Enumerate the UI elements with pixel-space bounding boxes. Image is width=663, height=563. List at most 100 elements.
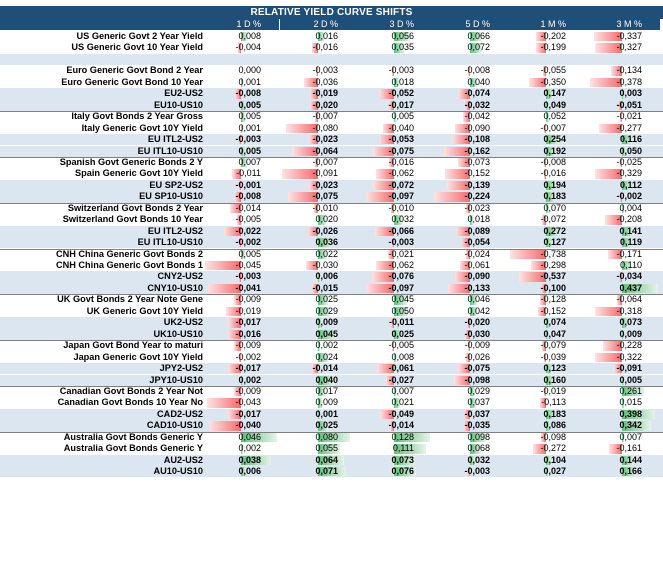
value-text: -0,019: [235, 305, 261, 316]
value-text: -0,075: [464, 363, 490, 374]
value-cell: 0,070: [508, 203, 584, 214]
value-text: 0,342: [619, 420, 642, 431]
value-text: -0,032: [464, 99, 490, 110]
value-cell: -0,023: [280, 180, 356, 191]
value-cell: 0,119: [584, 237, 660, 248]
value-cell: -0,007: [280, 157, 356, 168]
negative-data-bar: [378, 135, 394, 145]
bond-row: Spanish Govt Generic Bonds 2 Y 0,007 -0,00…: [0, 157, 663, 168]
negative-data-bar: [536, 32, 546, 42]
negative-data-bar: [617, 100, 622, 111]
positive-data-bar: [394, 329, 402, 340]
positive-data-bar: [622, 409, 656, 420]
negative-data-bar: [227, 409, 241, 420]
negative-data-bar: [311, 43, 318, 53]
positive-data-bar: [622, 329, 624, 340]
value-cell: 0,127: [508, 237, 584, 248]
row-label: EU10-US10: [153, 99, 203, 110]
positive-data-bar: [318, 341, 320, 351]
negative-data-bar: [308, 180, 318, 191]
value-cell: [280, 54, 356, 65]
negative-data-bar: [466, 203, 470, 214]
value-cell: -0,537: [508, 271, 584, 282]
negative-data-bar: [543, 66, 546, 76]
value-text: -0,040: [388, 122, 414, 133]
value-cell: -0,075: [356, 146, 432, 157]
value-text: -0,009: [235, 385, 261, 396]
value-text: -0,003: [312, 65, 338, 76]
value-cell: -0,128: [508, 294, 584, 305]
value-cell: -0,041: [203, 283, 279, 294]
row-label: EU ITL2-US2: [147, 225, 203, 236]
value-cell: 0,050: [584, 146, 660, 157]
value-cell: 0,025: [356, 329, 432, 340]
negative-data-bar: [590, 77, 622, 88]
positive-data-bar: [241, 249, 245, 259]
value-text: -0,228: [616, 340, 642, 351]
value-cell: 0,052: [508, 111, 584, 122]
value-cell: -0,003: [432, 466, 508, 477]
spread-row: EU ITL10-US10 -0,002 0,036 -0,003 -0,054 0,12…: [0, 237, 663, 249]
value-text: 0,007: [619, 431, 642, 442]
value-text: 0,007: [391, 385, 414, 396]
value-cell: 0,006: [280, 271, 356, 282]
value-text: 0,064: [315, 454, 338, 465]
value-text: 0,038: [238, 454, 261, 465]
value-cell: 0,192: [508, 146, 584, 157]
bond-row: Australia Govt Bonds Generic Y 0,002 0,055…: [0, 443, 663, 454]
value-cell: 0,000: [203, 65, 279, 76]
value-cell: -0,001: [203, 180, 279, 191]
value-text: -0,008: [235, 191, 261, 202]
value-cell: -0,161: [584, 443, 660, 454]
value-text: -0,074: [464, 88, 490, 99]
value-cell: 0,020: [280, 214, 356, 225]
group-divider: [0, 340, 663, 342]
negative-data-bar: [238, 135, 241, 145]
row-label: Switzerland Govt Bonds 2 Year: [67, 202, 203, 213]
value-text: -0,023: [312, 179, 338, 190]
positive-data-bar: [622, 146, 627, 156]
positive-data-bar: [318, 352, 328, 362]
value-text: 0,050: [391, 305, 414, 316]
value-cell: 0,086: [508, 420, 584, 431]
spread-row: EU2-US2 -0,008 -0,019 -0,052 -0,074 0,147 0,00…: [0, 88, 663, 100]
value-text: 0,046: [467, 294, 490, 305]
value-text: -0,055: [540, 65, 566, 76]
negative-data-bar: [225, 306, 241, 317]
value-text: 0,147: [543, 88, 566, 99]
value-text: 0,160: [543, 374, 566, 385]
value-cell: 0,261: [584, 386, 660, 397]
negative-data-bar: [455, 226, 470, 237]
negative-data-bar: [538, 306, 546, 317]
negative-data-bar: [465, 352, 470, 362]
value-text: 0,141: [619, 225, 642, 236]
value-text: -0,134: [616, 65, 642, 76]
row-label: US Generic Govt 2 Year Yield: [76, 31, 203, 41]
value-cell: -0,350: [508, 77, 584, 88]
value-cell: [432, 54, 508, 65]
value-cell: 0,032: [356, 214, 432, 225]
value-cell: -0,100: [508, 283, 584, 294]
value-text: -0,113: [541, 397, 566, 408]
row-label: CAD10-US10: [146, 420, 203, 431]
value-cell: 0,018: [432, 214, 508, 225]
negative-data-bar: [237, 215, 241, 225]
value-cell: 0,025: [280, 294, 356, 305]
positive-data-bar: [470, 295, 478, 305]
value-text: -0,005: [388, 340, 414, 351]
value-text: 0,000: [238, 65, 261, 76]
row-label: Italy Generic Govt 10Y Yield: [81, 122, 203, 133]
value-cell: -0,171: [584, 249, 660, 260]
value-text: -0,030: [464, 328, 490, 339]
value-cell: 0,072: [432, 42, 508, 53]
value-cell: -0,091: [280, 168, 356, 179]
bond-row: US Generic Govt 10 Year Yield -0,004 -0,01…: [0, 42, 663, 53]
negative-data-bar: [392, 238, 394, 248]
value-cell: 0,002: [280, 340, 356, 351]
value-text: 0,194: [543, 179, 566, 190]
negative-data-bar: [464, 100, 470, 111]
negative-data-bar: [620, 112, 622, 122]
positive-data-bar: [546, 421, 551, 431]
bond-row: Euro Generic Govt Bond 2 Year 0,000 -0,003…: [0, 65, 663, 76]
value-text: 0,020: [315, 214, 338, 225]
